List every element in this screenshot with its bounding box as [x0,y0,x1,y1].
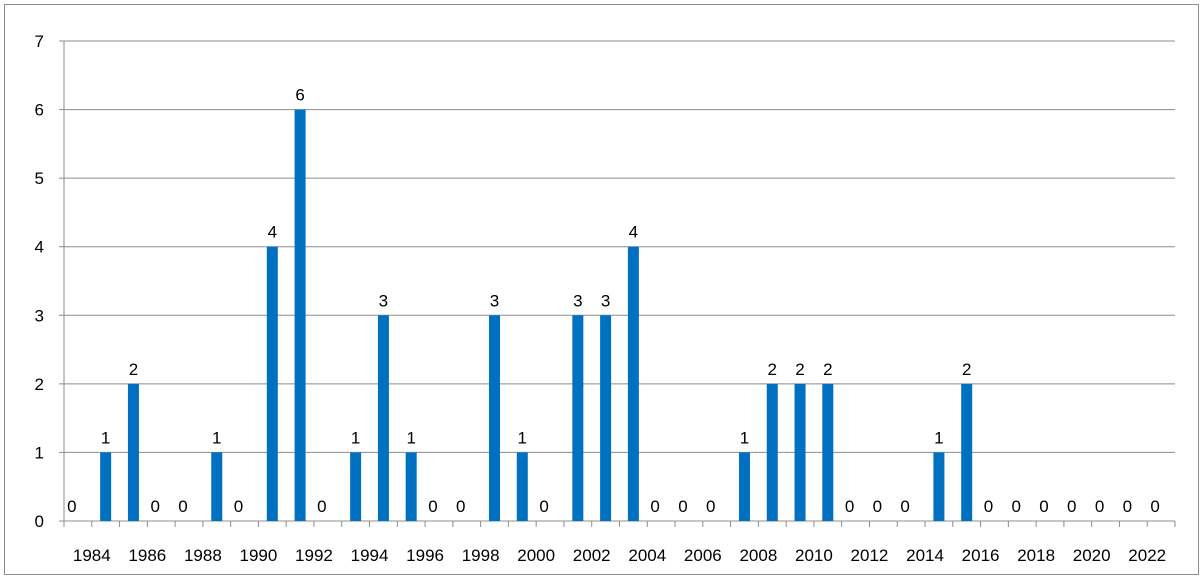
data-label-2007: 0 [706,497,715,516]
x-tick-label-1986: 1986 [128,546,166,565]
bar-2015 [933,452,945,521]
data-label-1994: 1 [351,428,360,447]
x-tick-label-2004: 2004 [628,546,666,565]
bar-1999 [489,315,501,521]
axes [59,40,1176,527]
y-tick-label-2: 2 [35,375,44,394]
data-label-1989: 1 [212,428,221,447]
x-tick-label-1984: 1984 [73,546,111,565]
x-tick-label-1988: 1988 [184,546,222,565]
y-tick-label-4: 4 [35,238,44,257]
data-label-2008: 1 [740,428,749,447]
data-label-1997: 0 [428,497,437,516]
data-label-2010: 2 [795,360,804,379]
data-label-1990: 0 [234,497,243,516]
data-label-2013: 0 [873,497,882,516]
x-tick-label-1998: 1998 [462,546,500,565]
data-label-2003: 3 [601,291,610,310]
data-label-1999: 3 [490,291,499,310]
data-label-2019: 0 [1039,497,1048,516]
bar-1994 [350,452,362,521]
data-label-1986: 2 [129,360,138,379]
x-tick-label-2010: 2010 [795,546,833,565]
data-label-2002: 3 [573,291,582,310]
bar-2000 [516,452,528,521]
bar-2010 [794,383,806,521]
data-label-1998: 0 [456,497,465,516]
x-tick-label-2014: 2014 [906,546,944,565]
data-label-1992: 6 [295,86,304,105]
x-tick-label-2008: 2008 [739,546,777,565]
data-label-2009: 2 [768,360,777,379]
y-tick-label-5: 5 [35,169,44,188]
bar-1991 [266,246,278,521]
x-tick-label-2002: 2002 [573,546,611,565]
bar-2002 [572,315,584,521]
bar-2003 [600,315,612,521]
y-tick-label-3: 3 [35,306,44,325]
data-label-2022: 0 [1123,497,1132,516]
x-tick-label-2018: 2018 [1017,546,1055,565]
x-tick-label-2006: 2006 [684,546,722,565]
data-label-1991: 4 [268,223,277,242]
bar-2008 [738,452,750,521]
bar-2004 [627,246,639,521]
bar-1992 [294,109,306,522]
x-tick-label-1994: 1994 [351,546,389,565]
data-label-2015: 1 [934,428,943,447]
x-tick-label-1996: 1996 [406,546,444,565]
data-label-1985: 1 [101,428,110,447]
y-tick-label-1: 1 [35,443,44,462]
bar-1996 [405,452,417,521]
x-tick-label-1992: 1992 [295,546,333,565]
data-label-2004: 4 [629,223,638,242]
x-tick-label-2016: 2016 [962,546,1000,565]
gridlines [64,40,1175,453]
data-label-2000: 1 [518,428,527,447]
bar-1985 [100,452,112,521]
x-tick-label-2012: 2012 [851,546,889,565]
data-label-1984: 0 [67,497,76,516]
data-label-2001: 0 [539,497,548,516]
y-tick-label-0: 0 [35,512,44,531]
bar-2016 [961,383,973,521]
data-label-2012: 0 [845,497,854,516]
bar-1986 [127,383,139,521]
bar-2009 [766,383,778,521]
data-label-2005: 0 [650,497,659,516]
x-tick-label-2022: 2022 [1128,546,1166,565]
y-tick-label-6: 6 [35,101,44,120]
x-tick-label-2000: 2000 [517,546,555,565]
data-label-2011: 2 [823,360,832,379]
data-label-1993: 0 [317,497,326,516]
bars [100,109,973,522]
data-label-1987: 0 [150,497,159,516]
data-label-2021: 0 [1095,497,1104,516]
data-label-1995: 3 [379,291,388,310]
data-label-2023: 0 [1150,497,1159,516]
bar-1995 [377,315,389,521]
data-label-2018: 0 [1012,497,1021,516]
data-label-2006: 0 [678,497,687,516]
data-label-1996: 1 [406,428,415,447]
bar-2011 [822,383,834,521]
tick-labels: 0 1 2 3 4 5 6 7 1984 1986 1988 1990 1992 1994 1996 1998… [35,32,1167,565]
data-label-2017: 0 [984,497,993,516]
data-label-2014: 0 [900,497,909,516]
data-label-1988: 0 [178,497,187,516]
data-label-2016: 2 [962,360,971,379]
data-label-2020: 0 [1067,497,1076,516]
bar-1989 [211,452,223,521]
x-tick-label-1990: 1990 [240,546,278,565]
y-tick-label-7: 7 [35,32,44,51]
x-tick-label-2020: 2020 [1073,546,1111,565]
